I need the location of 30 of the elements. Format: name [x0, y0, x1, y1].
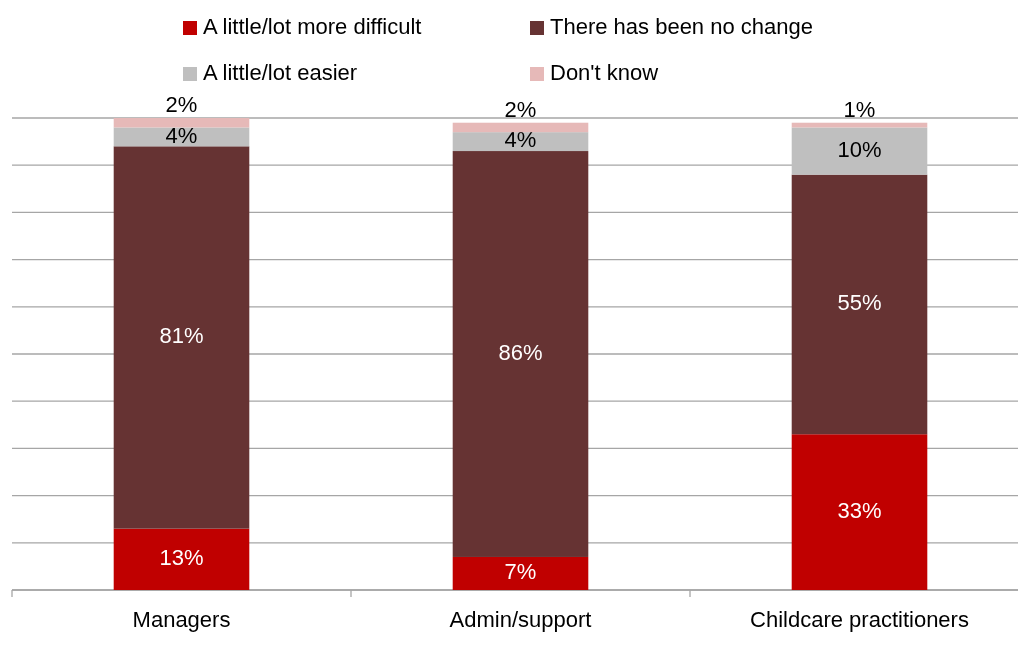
x-tick-label: Admin/support [449, 607, 592, 632]
bar [452, 132, 589, 152]
bar [452, 151, 589, 557]
data-label: 13% [159, 545, 204, 571]
bar [791, 174, 928, 435]
data-label: 7% [504, 559, 537, 585]
data-label: 2% [504, 96, 537, 122]
legend-label: A little/lot more difficult [203, 13, 422, 39]
x-tick-label: Childcare practitioners [750, 607, 969, 632]
bar [113, 118, 250, 128]
data-label: 81% [159, 323, 204, 349]
data-label: 33% [837, 497, 882, 523]
bar [113, 127, 250, 147]
bar [452, 122, 589, 133]
legend-label: A little/lot easier [203, 59, 358, 85]
bar [452, 556, 589, 590]
bar [113, 528, 250, 590]
bar [791, 434, 928, 590]
legend-label: Don't know [550, 59, 659, 85]
data-label: 4% [165, 122, 198, 148]
data-label: 4% [504, 127, 537, 153]
data-label: 86% [498, 339, 543, 365]
data-label: 2% [165, 92, 198, 117]
x-tick-label: Managers [132, 607, 231, 632]
data-label: 10% [837, 136, 882, 162]
data-label: 55% [837, 290, 882, 316]
bar [791, 127, 928, 175]
legend-label: There has been no change [550, 13, 813, 39]
bar [113, 146, 250, 529]
data-label: 1% [843, 96, 876, 122]
